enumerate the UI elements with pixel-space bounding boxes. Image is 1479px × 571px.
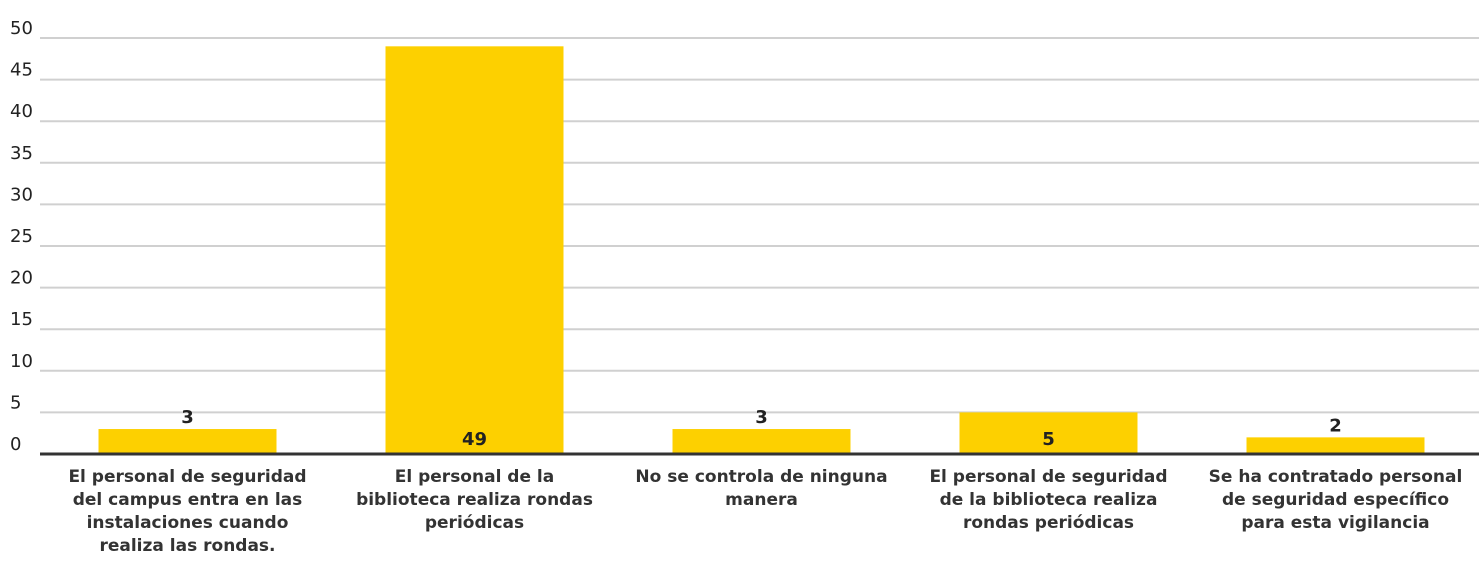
y-tick-label: 5: [10, 392, 21, 413]
y-tick-label: 10: [10, 351, 33, 372]
y-tick-label: 0: [10, 434, 21, 455]
x-tick-label: El personal de seguridad del campus entr…: [68, 467, 307, 556]
x-tick-label: Se ha contratado personal de seguridad e…: [1208, 467, 1463, 533]
y-tick-label: 30: [10, 184, 33, 205]
x-tick-label: El personal de seguridad de la bibliotec…: [929, 467, 1168, 533]
value-label: 3: [181, 407, 194, 428]
y-tick-label: 45: [10, 60, 33, 81]
y-tick-label: 50: [10, 18, 33, 39]
y-tick-label: 25: [10, 226, 33, 247]
value-label: 2: [1329, 415, 1342, 436]
bar: [959, 412, 1138, 454]
y-tick-label: 35: [10, 143, 33, 164]
x-tick-label: No se controla de ninguna manera: [635, 467, 888, 510]
value-label: 49: [462, 429, 487, 450]
bar: [1246, 437, 1425, 454]
value-label: 3: [755, 407, 768, 428]
y-tick-label: 20: [10, 268, 33, 289]
y-tick-label: 40: [10, 101, 33, 122]
bar: [672, 429, 851, 454]
bar: [385, 46, 564, 454]
y-tick-label: 15: [10, 309, 33, 330]
x-tick-label: El personal de la biblioteca realiza ron…: [356, 467, 593, 533]
bar: [98, 429, 277, 454]
value-label: 5: [1042, 429, 1055, 450]
